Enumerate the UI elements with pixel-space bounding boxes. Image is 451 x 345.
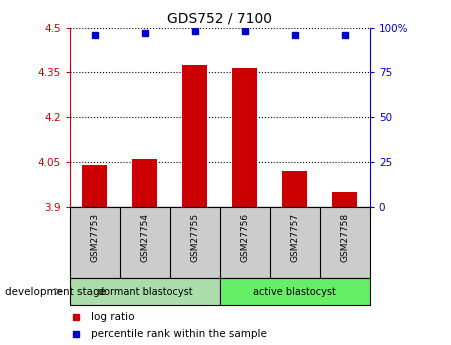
Bar (70, 278, 220, 305)
Text: GSM27757: GSM27757 (290, 213, 299, 262)
Bar (220, 278, 370, 305)
Text: development stage: development stage (5, 287, 106, 296)
Text: percentile rank within the sample: percentile rank within the sample (91, 329, 267, 339)
Bar (232, 68, 258, 207)
Text: dormant blastocyst: dormant blastocyst (97, 287, 192, 296)
Text: active blastocyst: active blastocyst (253, 287, 336, 296)
Bar (282, 171, 307, 207)
Bar (83, 165, 107, 207)
Bar (182, 65, 207, 207)
Text: GSM27758: GSM27758 (341, 213, 350, 262)
Text: GSM27753: GSM27753 (90, 213, 99, 262)
Text: GSM27756: GSM27756 (240, 213, 249, 262)
Bar (133, 159, 157, 207)
Text: GSM27754: GSM27754 (140, 213, 149, 262)
Title: GDS752 / 7100: GDS752 / 7100 (167, 11, 272, 25)
Text: log ratio: log ratio (91, 312, 134, 322)
Bar (332, 192, 357, 207)
Text: GSM27755: GSM27755 (190, 213, 199, 262)
